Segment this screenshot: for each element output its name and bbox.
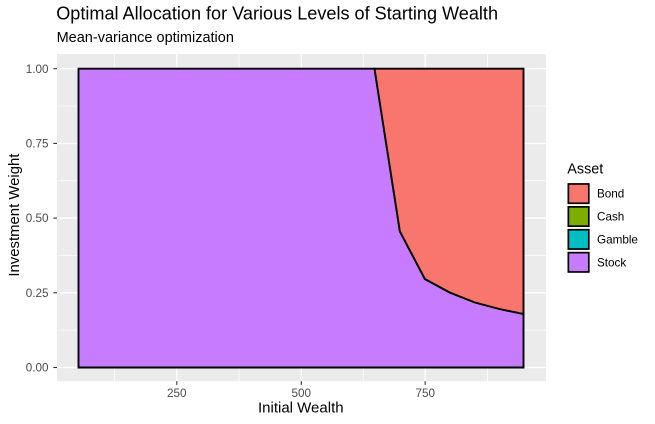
svg-text:0.25: 0.25 xyxy=(26,287,49,300)
svg-text:Investment Weight: Investment Weight xyxy=(7,153,23,277)
svg-text:250: 250 xyxy=(167,387,187,400)
svg-text:0.00: 0.00 xyxy=(26,362,49,375)
svg-text:1.00: 1.00 xyxy=(26,63,49,76)
svg-text:Cash: Cash xyxy=(597,211,624,224)
svg-text:Optimal Allocation for Various: Optimal Allocation for Various Levels of… xyxy=(56,4,498,24)
svg-text:Stock: Stock xyxy=(597,256,626,269)
svg-text:750: 750 xyxy=(415,387,435,400)
svg-text:0.50: 0.50 xyxy=(26,212,49,225)
svg-text:500: 500 xyxy=(292,387,312,400)
svg-text:Asset: Asset xyxy=(567,162,603,178)
svg-text:Mean-variance optimization: Mean-variance optimization xyxy=(57,30,234,46)
svg-text:Bond: Bond xyxy=(597,188,624,201)
svg-text:Initial Wealth: Initial Wealth xyxy=(258,400,344,417)
svg-text:Gamble: Gamble xyxy=(597,234,638,247)
svg-text:0.75: 0.75 xyxy=(26,138,49,151)
